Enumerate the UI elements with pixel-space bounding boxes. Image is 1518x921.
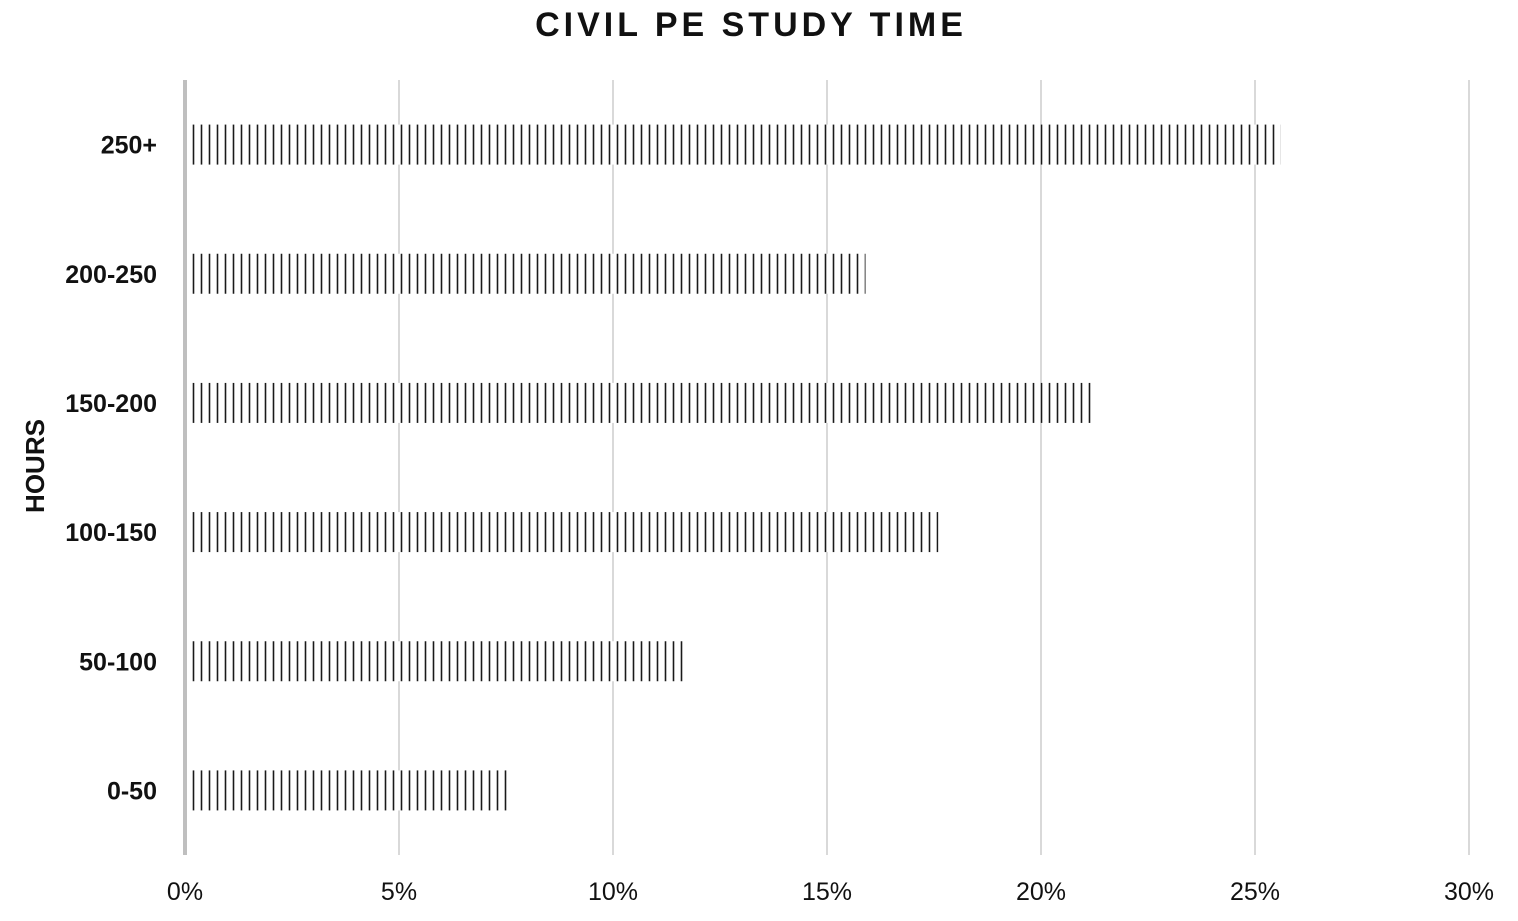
bar-100-150 [190,512,939,553]
y-category-label: 50-100 [79,648,157,676]
bar-250+ [190,124,1281,165]
x-tick-label: 0% [167,878,203,906]
y-category-label: 200-250 [65,261,157,289]
bar-150-200 [190,382,1093,423]
tick-labels: 0% 5% 10% 15% 20% 25% 30% 0-50 50-100 100-150 150-… [65,132,1494,906]
y-category-label: 250+ [101,132,157,160]
chart-title: CIVIL PE STUDY TIME [535,6,967,44]
y-axis-title: HOURS [20,419,50,513]
bar-200-250 [190,253,866,294]
x-tick-label: 5% [381,878,417,906]
y-category-label: 0-50 [107,777,157,805]
y-category-label: 150-200 [65,390,157,418]
gridlines [398,80,1470,855]
x-tick-label: 10% [588,878,638,906]
x-tick-label: 20% [1016,878,1066,906]
x-tick-label: 25% [1230,878,1280,906]
y-category-label: 100-150 [65,519,157,547]
x-tick-label: 15% [802,878,852,906]
bar-50-100 [190,641,686,682]
x-tick-label: 30% [1444,878,1494,906]
bar-0-50 [190,770,511,811]
bars [190,124,1281,811]
